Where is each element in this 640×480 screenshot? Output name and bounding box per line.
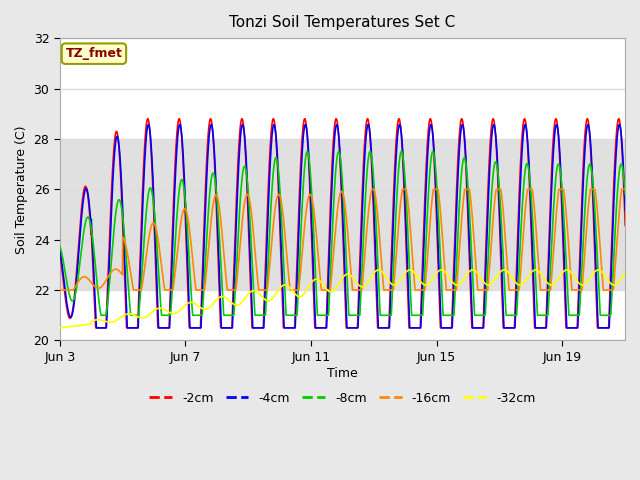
-32cm — [507, 273, 515, 278]
-8cm — [361, 211, 369, 216]
-32cm — [433, 269, 441, 275]
-2cm — [361, 138, 369, 144]
Line: -16cm: -16cm — [60, 189, 640, 290]
Line: -8cm: -8cm — [60, 152, 640, 315]
Line: -4cm: -4cm — [60, 125, 640, 328]
Text: TZ_fmet: TZ_fmet — [65, 47, 122, 60]
-2cm — [434, 246, 442, 252]
-16cm — [598, 277, 606, 283]
Y-axis label: Soil Temperature (C): Soil Temperature (C) — [15, 125, 28, 253]
-8cm — [599, 312, 607, 318]
-4cm — [145, 122, 152, 128]
-32cm — [360, 283, 368, 289]
-4cm — [56, 247, 64, 252]
Bar — [60, 139, 625, 290]
-16cm — [433, 186, 441, 192]
-8cm — [111, 221, 118, 227]
-32cm — [111, 318, 118, 324]
-2cm — [56, 250, 64, 256]
-2cm — [599, 325, 607, 331]
Line: -32cm: -32cm — [60, 270, 640, 328]
-32cm — [406, 267, 414, 273]
-2cm — [92, 325, 100, 331]
-2cm — [365, 119, 372, 124]
Legend: -2cm, -4cm, -8cm, -16cm, -32cm: -2cm, -4cm, -8cm, -16cm, -32cm — [145, 387, 540, 410]
X-axis label: Time: Time — [327, 367, 358, 380]
-4cm — [434, 229, 442, 235]
-8cm — [434, 197, 442, 203]
-16cm — [56, 287, 64, 293]
-4cm — [93, 325, 100, 331]
Line: -2cm: -2cm — [60, 119, 640, 328]
-4cm — [361, 153, 369, 158]
-8cm — [56, 244, 64, 250]
-4cm — [507, 325, 515, 331]
-16cm — [368, 186, 376, 192]
-16cm — [111, 266, 118, 272]
-16cm — [507, 287, 515, 293]
-32cm — [364, 279, 372, 285]
-2cm — [111, 138, 118, 144]
-8cm — [97, 312, 105, 318]
-8cm — [507, 312, 515, 318]
-32cm — [598, 270, 606, 276]
-4cm — [599, 325, 607, 331]
Title: Tonzi Soil Temperatures Set C: Tonzi Soil Temperatures Set C — [229, 15, 456, 30]
-2cm — [175, 116, 183, 121]
-16cm — [364, 213, 372, 219]
-16cm — [360, 258, 368, 264]
-8cm — [364, 156, 372, 162]
-2cm — [507, 325, 515, 331]
-4cm — [111, 149, 118, 155]
-8cm — [429, 149, 436, 155]
-32cm — [56, 325, 64, 331]
-4cm — [365, 122, 372, 128]
